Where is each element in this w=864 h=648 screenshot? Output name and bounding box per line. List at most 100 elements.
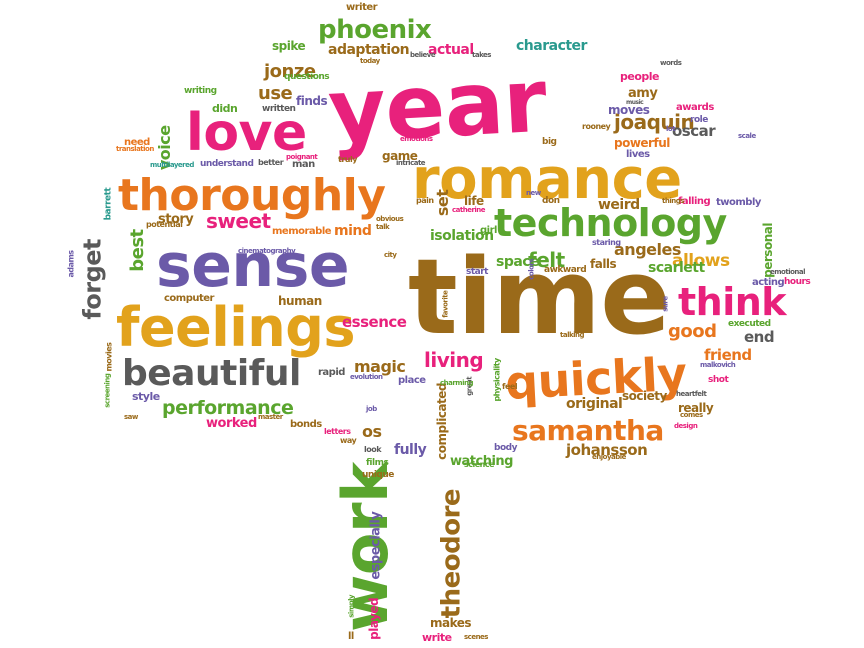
cloud-word: angeles [614,239,681,259]
cloud-word: performance [162,397,294,420]
cloud-word: city [384,251,397,260]
cloud-word: today [360,57,380,66]
cloud-word: use [258,83,293,105]
cloud-word: body [494,442,517,453]
cloud-word: start [466,266,488,277]
cloud-word: master [258,413,283,422]
cloud-word: emotions [400,135,433,144]
cloud-word: phoenix [318,14,432,45]
cloud-word: love [186,103,307,164]
cloud-word: scenes [464,633,488,642]
cloud-word: multilayered [150,161,194,170]
cloud-word: role [690,114,708,125]
cloud-word: watching [450,454,513,470]
cloud-word: game [382,149,418,164]
cloud-word: living [424,347,484,372]
cloud-word: finds [296,94,328,109]
cloud-word: falls [590,257,617,272]
cloud-word: good [668,321,717,343]
cloud-word: style [132,389,160,403]
cloud-word: executed [728,318,771,329]
cloud-word: rooney [582,122,611,132]
cloud-word: samantha [512,414,664,448]
cloud-word: best [127,229,149,272]
cloud-word: evolution [350,373,383,382]
cloud-word: time [408,235,671,358]
cloud-word: weird [598,196,640,213]
cloud-word: fully [394,441,427,458]
cloud-word: intricate [396,159,426,168]
cloud-word: sense [156,230,350,301]
cloud-word: awkward [544,264,587,275]
cloud-word: movies [104,343,114,372]
cloud-word: scarlett [648,259,705,276]
cloud-word: enjoyable [592,453,626,462]
cloud-word: man [292,158,315,170]
cloud-word: people [620,69,660,83]
cloud-word: beautiful [122,353,301,395]
cloud-word: translation [116,145,154,154]
cloud-word: malkovich [700,361,736,370]
cloud-word: story [158,212,194,228]
cloud-word: understand [200,158,254,169]
cloud-word: shot [708,374,729,385]
cloud-word: especially [368,511,384,580]
cloud-word: computer [164,292,215,304]
cloud-word: saw [124,413,138,422]
cloud-word: new [526,189,541,198]
cloud-word: cinematography [238,247,296,256]
cloud-word: set [432,189,452,216]
cloud-word: rapid [318,366,345,378]
cloud-word: feel [502,382,518,392]
cloud-word: society [622,389,667,404]
cloud-word: powerful [614,136,670,151]
cloud-word: truly [338,155,357,165]
cloud-word: played [367,598,382,640]
cloud-word: amy [628,86,658,102]
cloud-word: falling [678,195,711,207]
cloud-word: talk [376,223,390,232]
cloud-word: bonds [290,418,322,430]
cloud-word: takes [472,51,491,60]
cloud-word: os [362,421,382,441]
cloud-word: adaptation [328,41,410,58]
cloud-word: didn [212,101,238,115]
cloud-word: writer [346,1,378,13]
cloud-word: ll [348,630,354,642]
cloud-word: original [566,395,623,412]
cloud-word: sweet [206,208,271,233]
cloud-word: year [325,48,549,163]
cloud-word: essence [342,312,407,331]
cloud-word: allows [672,251,730,272]
cloud-word: human [278,294,322,309]
cloud-word: design [674,422,698,431]
cloud-word: technology [494,200,727,245]
cloud-word: adams [66,250,76,278]
cloud-word: romance [412,147,682,213]
cloud-word: hours [784,276,811,287]
cloud-word: don [542,195,560,206]
cloud-word: heartfelt [676,390,707,399]
cloud-word: acting [752,276,785,288]
cloud-word: joaquin [614,109,695,134]
cloud-word: colors [527,259,536,280]
cloud-word: friend [704,345,752,364]
cloud-word: letters [324,427,351,437]
cloud-word: mind [334,222,372,239]
cloud-word: big [542,136,557,147]
cloud-word: felt [528,247,565,272]
cloud-word: forget [78,239,107,320]
cloud-word: unique [362,469,394,480]
cloud-word: character [516,37,587,54]
cloud-word: words [660,59,682,68]
cloud-word: theodore [436,488,467,618]
cloud-word: really [678,401,714,416]
cloud-word: johansson [566,440,648,459]
cloud-word: emotional [770,268,806,277]
cloud-word: thoroughly [118,169,386,221]
cloud-word: obvious [376,215,404,224]
cloud-word: worked [206,416,257,432]
cloud-word: sure [661,296,670,312]
cloud-word: pain [416,196,434,206]
